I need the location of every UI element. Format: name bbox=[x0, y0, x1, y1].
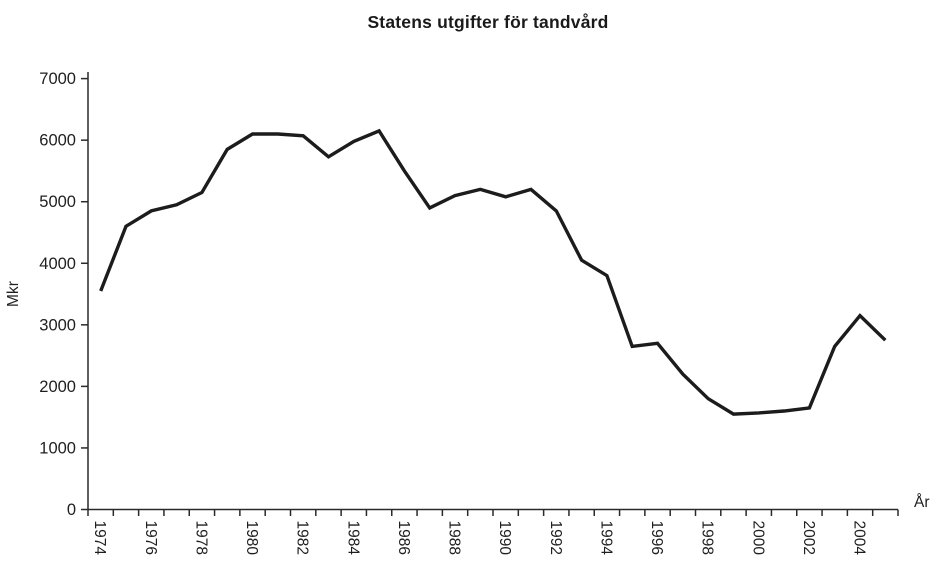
x-tick-label: 2004 bbox=[851, 521, 868, 556]
x-tick-label: 1996 bbox=[648, 521, 665, 555]
y-tick-label: 4000 bbox=[39, 255, 76, 273]
y-tick-label: 0 bbox=[67, 501, 76, 519]
x-tick-label: 1982 bbox=[294, 521, 311, 555]
x-tick-label: 2000 bbox=[749, 521, 766, 556]
x-tick-label: 1990 bbox=[496, 521, 513, 556]
x-tick-label: 1992 bbox=[547, 521, 564, 555]
x-tick-label: 1988 bbox=[446, 521, 463, 555]
x-tick-label: 1974 bbox=[91, 521, 108, 556]
x-tick-label: 1986 bbox=[395, 521, 412, 555]
x-tick-label: 1980 bbox=[243, 521, 260, 556]
y-axis-label: Mkr bbox=[5, 281, 22, 307]
x-axis-label: År bbox=[914, 494, 930, 511]
y-tick-label: 6000 bbox=[39, 132, 76, 150]
y-tick-label: 5000 bbox=[39, 193, 76, 211]
x-tick-label: 1994 bbox=[597, 521, 614, 556]
y-tick-label: 1000 bbox=[39, 439, 76, 457]
x-tick-label: 1984 bbox=[344, 521, 361, 556]
y-tick-label: 7000 bbox=[39, 70, 76, 88]
x-tick-label: 1978 bbox=[192, 521, 209, 555]
x-tick-label: 1998 bbox=[699, 521, 716, 555]
x-tick-label: 2002 bbox=[800, 521, 817, 555]
data-series-line bbox=[99, 128, 887, 416]
y-tick-label: 3000 bbox=[39, 316, 76, 334]
chart-title: Statens utgifter för tandvård bbox=[367, 12, 609, 32]
x-tick-label: 1976 bbox=[142, 521, 159, 555]
y-tick-label: 2000 bbox=[39, 378, 76, 396]
